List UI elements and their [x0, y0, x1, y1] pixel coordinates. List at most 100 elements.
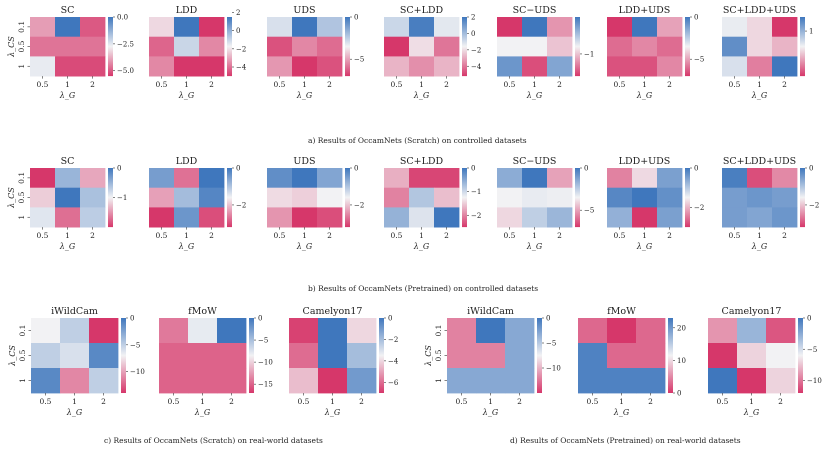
panel-2-xtick-1: 0.5 [156, 80, 168, 89]
panel-3-xtick-1: 0.5 [274, 80, 286, 89]
panel-14-cell-r1c2 [747, 168, 773, 189]
panel-14-title: SC+LDD+UDS [723, 156, 796, 167]
panel-1-xtick-2: 1 [65, 80, 70, 89]
panel-1-colorbar [108, 17, 113, 77]
panel-3-colorbar [345, 17, 350, 77]
panel-7-cell-r1c2 [747, 17, 773, 38]
panel-10-cell-r3c1 [267, 207, 293, 228]
panel-6-cbar-tick-2: −5 [694, 56, 704, 64]
caption-b: b) Results of OccamNets (Pretrained) on … [308, 284, 539, 293]
panel-4-cell-r3c1 [384, 56, 410, 77]
panel-3-cell-r2c1 [267, 36, 293, 57]
panel-8-cell-r1c2 [55, 168, 81, 189]
panel-14-xtick-3: 2 [782, 231, 787, 240]
panel-1-cbar-tick-3: −5.0 [117, 67, 134, 75]
panel-1-cbar-tick-1: 0.0 [117, 14, 128, 22]
panel-3-cell-r1c3 [317, 17, 343, 38]
panel-5-cell-r2c1 [497, 36, 523, 57]
panel-1-cbar-tick-2: −2.5 [117, 40, 134, 48]
panel-3-cell-r1c2 [292, 17, 318, 38]
panel-6-cell-r3c2 [632, 56, 658, 77]
panel-11-xtick-3: 2 [444, 231, 449, 240]
panel-13-cell-r1c2 [632, 168, 658, 189]
panel-9-cbar-tick-1: 0 [236, 165, 240, 173]
panel-7-cell-r2c2 [747, 36, 773, 57]
panel-15-title: iWildCam [51, 306, 98, 317]
panel-2-cell-r3c2 [174, 56, 200, 77]
panel-19-cell-r3c2 [607, 368, 637, 394]
panel-9-cell-r2c2 [174, 187, 200, 208]
panel-7-cbar-tick-1: 1 [809, 28, 813, 36]
panel-20-cell-r2c2 [737, 343, 767, 369]
panel-7-xtick-3: 2 [782, 80, 787, 89]
panel-1-ylabel: λ_CS [7, 36, 16, 58]
panel-8-xtick-1: 0.5 [37, 231, 49, 240]
panel-4-cell-r2c2 [409, 36, 435, 57]
panel-18-xtick-3: 2 [517, 397, 522, 406]
panel-14-cell-r2c3 [772, 187, 798, 208]
panel-9-xtick-3: 2 [209, 231, 214, 240]
panel-2-cell-r2c3 [199, 36, 225, 57]
panel-7-title: SC+LDD+UDS [723, 5, 796, 16]
panel-14-cell-r2c1 [722, 187, 748, 208]
panel-4-colorbar [462, 17, 467, 77]
panel-13-cbar-tick-2: −2 [694, 204, 704, 212]
panel-16-cell-r2c2 [188, 343, 218, 369]
panel-4-xtick-3: 2 [444, 80, 449, 89]
panel-7-cell-r2c1 [722, 36, 748, 57]
panel-1-cell-r2c3 [80, 36, 106, 57]
panel-19-xtick-2: 1 [619, 397, 624, 406]
panel-8-cell-r3c2 [55, 207, 81, 228]
panel-8-cell-r2c3 [80, 187, 106, 208]
panel-11-colorbar [462, 168, 467, 228]
panel-12-cbar-tick-1: 0 [584, 165, 588, 173]
panel-12-title: SC−UDS [513, 156, 557, 167]
panel-13-cell-r2c1 [607, 187, 633, 208]
panel-7-cell-r1c3 [772, 17, 798, 38]
panel-10-cbar-tick-1: 0 [354, 165, 358, 173]
panel-9-cell-r2c1 [149, 187, 175, 208]
panel-5-cell-r3c3 [547, 56, 573, 77]
panel-4-cbar-tick-1: 2 [471, 14, 475, 22]
panel-9-colorbar [227, 168, 232, 228]
panel-6-cell-r2c2 [632, 36, 658, 57]
panel-11-xlabel: λ_G [413, 242, 430, 251]
panel-17-xtick-1: 0.5 [298, 397, 310, 406]
panel-1-cell-r3c1 [30, 56, 56, 77]
panel-14-colorbar [800, 168, 805, 228]
panel-16-title: fMoW [188, 306, 217, 317]
panel-10-cbar-tick-2: −2 [354, 201, 364, 209]
panel-8-cell-r3c3 [80, 207, 106, 228]
panel-17-cell-r1c1 [289, 318, 319, 344]
panel-19-title: fMoW [607, 306, 636, 317]
panel-13-cell-r3c3 [657, 207, 683, 228]
panel-2-cbar-tick-4: −4 [236, 64, 247, 72]
panel-6-xtick-2: 1 [642, 80, 647, 89]
panel-17-xlabel: λ_G [324, 408, 341, 417]
panel-5-xtick-3: 2 [557, 80, 562, 89]
caption-d: d) Results of OccamNets (Pretrained) on … [510, 436, 741, 445]
panel-2-cell-r1c2 [174, 17, 200, 38]
panel-8-title: SC [61, 156, 75, 167]
panel-10-xtick-3: 2 [327, 231, 332, 240]
panel-9-xlabel: λ_G [178, 242, 195, 251]
panel-6-xlabel: λ_G [636, 91, 653, 100]
panel-20-title: Camelyon17 [722, 306, 782, 317]
panel-18-cell-r2c2 [476, 343, 506, 369]
panel-13-xtick-2: 1 [642, 231, 647, 240]
panel-20-xtick-1: 0.5 [717, 397, 729, 406]
panel-18-ytick-1: 0.1 [434, 325, 443, 337]
panel-17-title: Camelyon17 [303, 306, 363, 317]
panel-8-xlabel: λ_G [59, 242, 76, 251]
panel-7-cell-r2c3 [772, 36, 798, 57]
panel-15-cbar-tick-1: 0 [130, 315, 134, 323]
panel-9-cell-r3c3 [199, 207, 225, 228]
panel-6-cell-r2c1 [607, 36, 633, 57]
panel-16-cbar-tick-4: −15 [258, 381, 273, 389]
panel-7-xlabel: λ_G [751, 91, 768, 100]
caption-a: a) Results of OccamNets (Scratch) on con… [308, 136, 527, 145]
panel-13-colorbar [685, 168, 690, 228]
panel-2-colorbar [227, 17, 232, 77]
panel-9-cbar-tick-2: −2 [236, 201, 246, 209]
